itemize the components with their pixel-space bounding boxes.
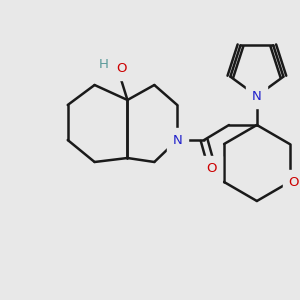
Text: H: H	[99, 58, 109, 71]
Text: O: O	[116, 61, 127, 74]
Text: N: N	[252, 89, 262, 103]
Text: N: N	[172, 134, 182, 146]
Text: O: O	[288, 176, 299, 188]
Text: O: O	[206, 161, 216, 175]
